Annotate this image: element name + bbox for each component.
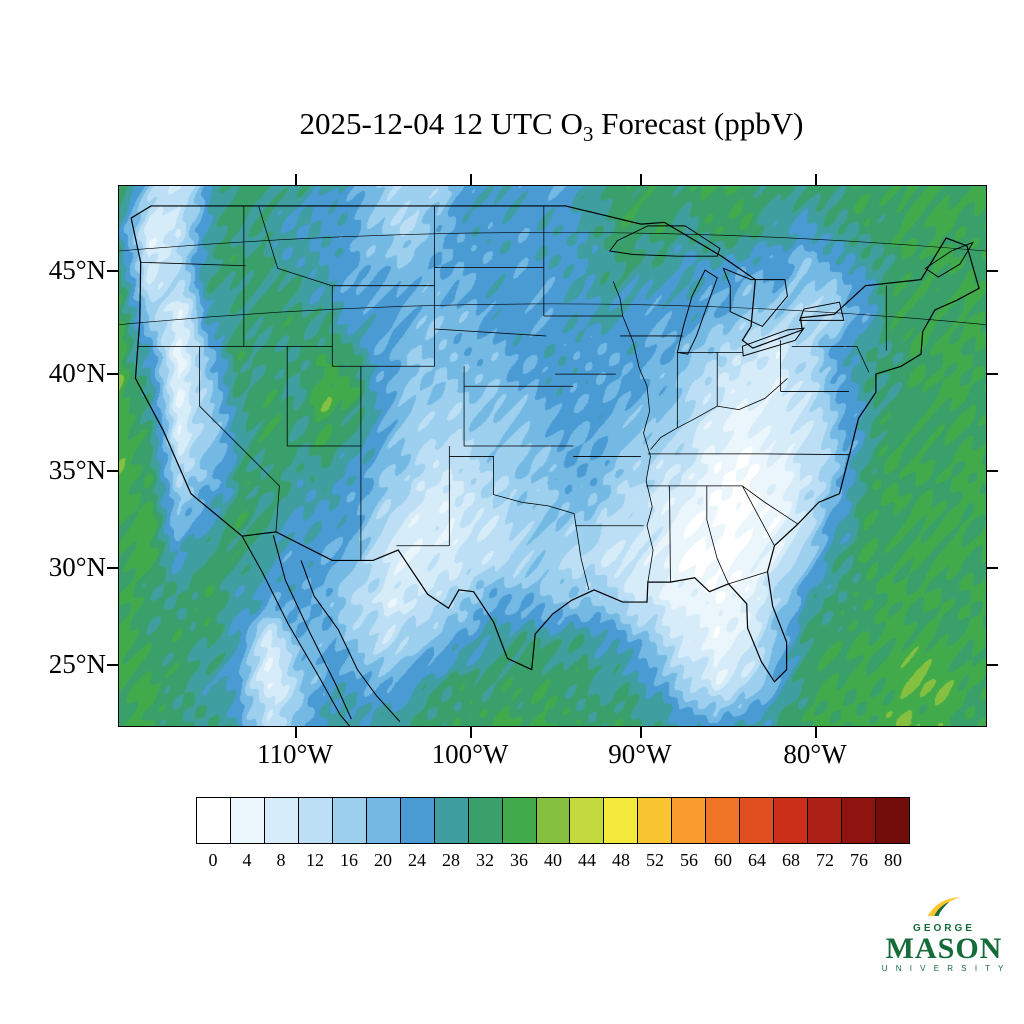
page-title: 2025-12-04 12 UTC O3 Forecast (ppbV) [118, 106, 985, 147]
axis-tick [107, 372, 119, 375]
lat-tick-label: 45°N [48, 254, 106, 285]
graticule-lines [119, 232, 986, 325]
axis-tick [294, 174, 297, 186]
colorbar-tick-label: 12 [306, 850, 324, 870]
colorbar-cell [197, 798, 231, 843]
axis-tick [986, 663, 998, 666]
axis-tick [107, 269, 119, 272]
colorbar [196, 797, 910, 844]
gmu-torch-icon [927, 897, 961, 916]
title-suffix: Forecast (ppbV) [593, 106, 804, 141]
axis-tick [107, 663, 119, 666]
axis-tick [986, 470, 998, 473]
colorbar-cell [366, 798, 401, 843]
forecast-map [107, 174, 998, 738]
colorbar-cell [536, 798, 571, 843]
colorbar-tick-label: 4 [242, 850, 252, 870]
colorbar-tick-label: 72 [816, 850, 834, 870]
great-lakes-outline [608, 225, 845, 357]
axis-tick [107, 470, 119, 473]
lat-tick-label: 25°N [48, 648, 106, 679]
axis-tick [107, 566, 119, 569]
lon-tick-label: 90°W [608, 739, 672, 769]
axis-tick [639, 174, 642, 186]
colorbar-tick-label: 56 [680, 850, 698, 870]
colorbar-tick-label: 68 [782, 850, 800, 870]
colorbar-tick-label: 28 [442, 850, 460, 870]
lon-tick-label: 100°W [431, 739, 509, 769]
axis-tick [815, 726, 818, 738]
axis-tick [986, 566, 998, 569]
mexico-coastlines [241, 535, 401, 726]
axis-tick [986, 372, 998, 375]
lat-tick-label: 35°N [48, 455, 106, 486]
colorbar-tick-label: 36 [510, 850, 528, 870]
colorbar-cell [774, 798, 809, 843]
colorbar-cell [298, 798, 333, 843]
axis-tick [470, 726, 472, 738]
colorbar-tick-label: 44 [578, 850, 596, 870]
colorbar-cell [570, 798, 605, 843]
lon-tick-label: 80°W [783, 739, 847, 769]
colorbar-cell [434, 798, 469, 843]
colorbar-cell [264, 798, 299, 843]
title-subscript: 3 [582, 122, 594, 147]
colorbar-tick-label: 60 [714, 850, 732, 870]
us-outline [130, 205, 980, 683]
colorbar-cell [876, 798, 910, 843]
colorbar-tick-label: 80 [884, 850, 902, 870]
colorbar-labels: 0 4 8 12 16 20 24 28 32 36 40 44 48 52 56 60 64 68 72 76 80 [196, 850, 910, 871]
lat-tick-label: 30°N [48, 551, 106, 582]
logo-mason-text: MASON [885, 932, 1003, 965]
axis-tick [470, 174, 472, 186]
colorbar-tick-label: 48 [612, 850, 630, 870]
ozone-field-canvas [119, 186, 986, 726]
colorbar-cell [808, 798, 843, 843]
colorbar-cell [842, 798, 877, 843]
colorbar-tick-label: 76 [850, 850, 868, 870]
colorbar-tick-label: 8 [276, 850, 286, 870]
colorbar-cell [332, 798, 367, 843]
logo-university-text: U N I V E R S I T Y [881, 964, 1007, 973]
colorbar-tick-label: 52 [646, 850, 664, 870]
colorbar-cell [740, 798, 775, 843]
colorbar-cell [468, 798, 503, 843]
colorbar-tick-label: 64 [748, 850, 766, 870]
colorbar-tick-label: 24 [408, 850, 426, 870]
colorbar-cell [230, 798, 265, 843]
colorbar-cell [672, 798, 707, 843]
axis-tick [639, 726, 642, 738]
colorbar-cell [502, 798, 537, 843]
map-borders-overlay [119, 205, 986, 726]
colorbar-tick-label: 20 [374, 850, 392, 870]
colorbar-cell [638, 798, 673, 843]
axis-tick [986, 269, 998, 272]
nova-scotia-outline [924, 241, 975, 278]
axis-tick [815, 174, 818, 186]
colorbar-tick-label: 0 [208, 850, 218, 870]
axis-tick [294, 726, 297, 738]
lat-tick-label: 40°N [48, 357, 106, 388]
colorbar-tick-label: 32 [476, 850, 494, 870]
colorbar-cell [706, 798, 741, 843]
colorbar-tick-label: 40 [544, 850, 562, 870]
logo-george-text: GEORGE [913, 923, 975, 934]
gmu-logo: GEORGE MASON U N I V E R S I T Y [880, 896, 1008, 973]
colorbar-cell [604, 798, 639, 843]
lon-tick-label: 110°W [256, 739, 333, 769]
state-borders [138, 205, 887, 591]
colorbar-cell [400, 798, 435, 843]
colorbar-tick-label: 16 [340, 850, 358, 870]
title-prefix: 2025-12-04 12 UTC O [299, 106, 583, 141]
